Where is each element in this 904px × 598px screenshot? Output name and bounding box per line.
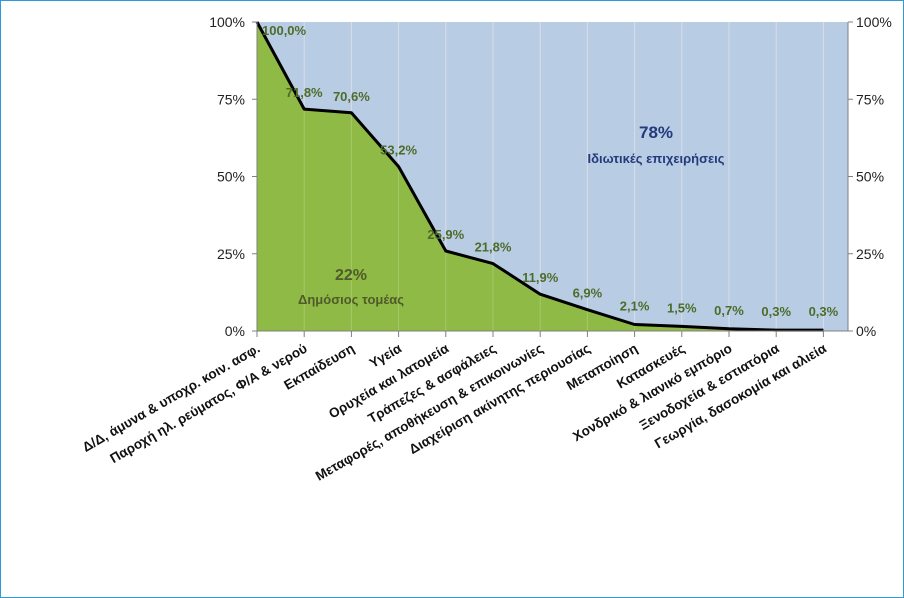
y2-tick-label: 50% xyxy=(856,169,884,185)
category-label: Δ/Δ, άμυνα & υποχρ. κοιν. ασφ. xyxy=(80,341,263,455)
y-tick-label: 100% xyxy=(209,14,245,30)
cumulative-line xyxy=(255,21,824,332)
y2-tick-label: 0% xyxy=(856,323,876,339)
data-label: 53,2% xyxy=(380,143,417,158)
category-label: Παροχή ηλ. ρεύματος, Φ/Α & νερού xyxy=(107,341,309,467)
data-label: 25,9% xyxy=(427,227,464,242)
y-tick-label: 25% xyxy=(217,246,245,262)
data-label: 2,1% xyxy=(620,299,650,314)
public-sector-label: Δημόσιος τομέας xyxy=(298,292,404,307)
private-sector-label: Ιδιωτικές επιχειρήσεις xyxy=(587,151,724,166)
y-tick-label: 0% xyxy=(225,323,245,339)
public-sector-percent: 22% xyxy=(335,267,367,284)
data-label: 21,8% xyxy=(475,240,512,255)
data-label: 1,5% xyxy=(667,300,697,315)
data-label: 0,3% xyxy=(809,304,839,319)
y2-tick-label: 75% xyxy=(856,91,884,107)
y2-tick-label: 25% xyxy=(856,246,884,262)
data-label: 71,8% xyxy=(286,85,323,100)
y-tick-label: 50% xyxy=(217,169,245,185)
data-label: 0,7% xyxy=(714,303,744,318)
data-label: 100,0% xyxy=(262,23,307,38)
data-label: 0,3% xyxy=(761,304,791,319)
data-label: 11,9% xyxy=(522,270,559,285)
private-sector-percent: 78% xyxy=(639,123,673,142)
data-label: 6,9% xyxy=(573,286,603,301)
y-tick-label: 75% xyxy=(217,91,245,107)
data-label: 70,6% xyxy=(333,89,370,104)
y2-tick-label: 100% xyxy=(856,14,892,30)
